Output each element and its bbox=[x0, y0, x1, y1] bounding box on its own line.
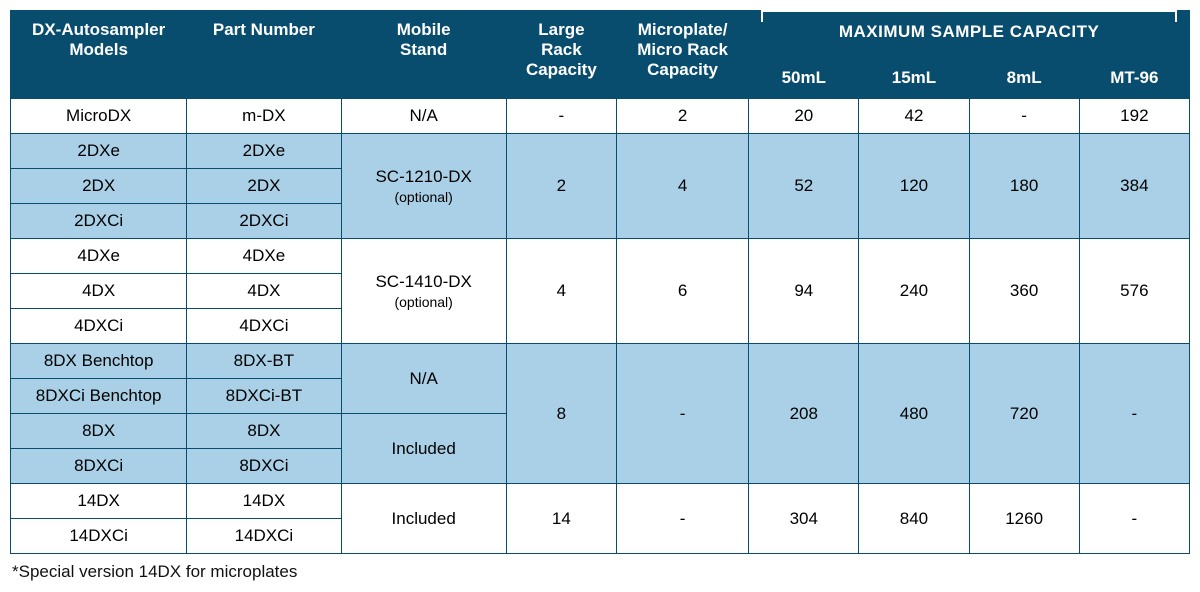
cell-c8: 180 bbox=[969, 134, 1079, 239]
cell-model: 8DXCi bbox=[11, 449, 187, 484]
cell-stand: Included bbox=[341, 484, 506, 554]
table-row: 8DX Benchtop8DX-BTN/A8-208480720- bbox=[11, 344, 1190, 379]
cell-model: 4DX bbox=[11, 274, 187, 309]
cell-c50: 304 bbox=[749, 484, 859, 554]
cell-mt96: 384 bbox=[1079, 134, 1189, 239]
cell-c15: 42 bbox=[859, 99, 969, 134]
cell-model: MicroDX bbox=[11, 99, 187, 134]
cell-micro: 4 bbox=[616, 134, 748, 239]
cell-c8: 720 bbox=[969, 344, 1079, 484]
footnote: *Special version 14DX for microplates bbox=[10, 554, 1190, 582]
cell-c50: 20 bbox=[749, 99, 859, 134]
cell-part: 8DXCi bbox=[187, 449, 341, 484]
cell-stand: SC-1210-DX(optional) bbox=[341, 134, 506, 239]
cell-mt96: - bbox=[1079, 484, 1189, 554]
cell-model: 8DX Benchtop bbox=[11, 344, 187, 379]
cell-large: 14 bbox=[506, 484, 616, 554]
table-row: 2DXe2DXeSC-1210-DX(optional)245212018038… bbox=[11, 134, 1190, 169]
col-header: MobileStand bbox=[341, 10, 506, 99]
cell-c8: - bbox=[969, 99, 1079, 134]
autosampler-table: DX-AutosamplerModelsPart NumberMobileSta… bbox=[10, 10, 1190, 554]
cell-c8: 1260 bbox=[969, 484, 1079, 554]
cell-part: 4DXe bbox=[187, 239, 341, 274]
cell-part: 14DX bbox=[187, 484, 341, 519]
col-header: LargeRackCapacity bbox=[506, 10, 616, 99]
cell-mt96: - bbox=[1079, 344, 1189, 484]
col-header: 50mL bbox=[749, 62, 859, 99]
spanner-header: MAXIMUM SAMPLE CAPACITY bbox=[749, 10, 1190, 62]
cell-model: 2DXe bbox=[11, 134, 187, 169]
cell-model: 14DX bbox=[11, 484, 187, 519]
cell-stand: N/A bbox=[341, 344, 506, 414]
cell-model: 8DXCi Benchtop bbox=[11, 379, 187, 414]
col-header: 15mL bbox=[859, 62, 969, 99]
cell-model: 2DX bbox=[11, 169, 187, 204]
cell-c15: 120 bbox=[859, 134, 969, 239]
col-header: Part Number bbox=[187, 10, 341, 99]
cell-model: 4DXe bbox=[11, 239, 187, 274]
cell-model: 4DXCi bbox=[11, 309, 187, 344]
col-header: Microplate/Micro RackCapacity bbox=[616, 10, 748, 99]
table-header: DX-AutosamplerModelsPart NumberMobileSta… bbox=[11, 10, 1190, 99]
cell-micro: - bbox=[616, 484, 748, 554]
cell-part: 14DXCi bbox=[187, 519, 341, 554]
cell-part: 4DXCi bbox=[187, 309, 341, 344]
cell-micro: 6 bbox=[616, 239, 748, 344]
cell-micro: - bbox=[616, 344, 748, 484]
cell-part: 4DX bbox=[187, 274, 341, 309]
cell-large: - bbox=[506, 99, 616, 134]
cell-mt96: 576 bbox=[1079, 239, 1189, 344]
col-header: MT-96 bbox=[1079, 62, 1189, 99]
cell-model: 2DXCi bbox=[11, 204, 187, 239]
col-header: DX-AutosamplerModels bbox=[11, 10, 187, 99]
table-row: 4DXe4DXeSC-1410-DX(optional)469424036057… bbox=[11, 239, 1190, 274]
cell-large: 4 bbox=[506, 239, 616, 344]
cell-c8: 360 bbox=[969, 239, 1079, 344]
table-row: MicroDXm-DXN/A-22042-192 bbox=[11, 99, 1190, 134]
cell-mt96: 192 bbox=[1079, 99, 1189, 134]
cell-large: 8 bbox=[506, 344, 616, 484]
cell-micro: 2 bbox=[616, 99, 748, 134]
cell-c50: 208 bbox=[749, 344, 859, 484]
cell-part: m-DX bbox=[187, 99, 341, 134]
cell-c15: 480 bbox=[859, 344, 969, 484]
cell-c15: 840 bbox=[859, 484, 969, 554]
cell-c15: 240 bbox=[859, 239, 969, 344]
cell-c50: 94 bbox=[749, 239, 859, 344]
cell-part: 8DX bbox=[187, 414, 341, 449]
cell-part: 2DXe bbox=[187, 134, 341, 169]
cell-c50: 52 bbox=[749, 134, 859, 239]
cell-stand: N/A bbox=[341, 99, 506, 134]
cell-part: 2DX bbox=[187, 169, 341, 204]
cell-part: 8DX-BT bbox=[187, 344, 341, 379]
cell-large: 2 bbox=[506, 134, 616, 239]
table-row: 14DX14DXIncluded14-3048401260- bbox=[11, 484, 1190, 519]
col-header: 8mL bbox=[969, 62, 1079, 99]
cell-stand: SC-1410-DX(optional) bbox=[341, 239, 506, 344]
cell-stand: Included bbox=[341, 414, 506, 484]
table-body: MicroDXm-DXN/A-22042-1922DXe2DXeSC-1210-… bbox=[11, 99, 1190, 554]
cell-part: 8DXCi-BT bbox=[187, 379, 341, 414]
cell-part: 2DXCi bbox=[187, 204, 341, 239]
cell-model: 14DXCi bbox=[11, 519, 187, 554]
cell-model: 8DX bbox=[11, 414, 187, 449]
